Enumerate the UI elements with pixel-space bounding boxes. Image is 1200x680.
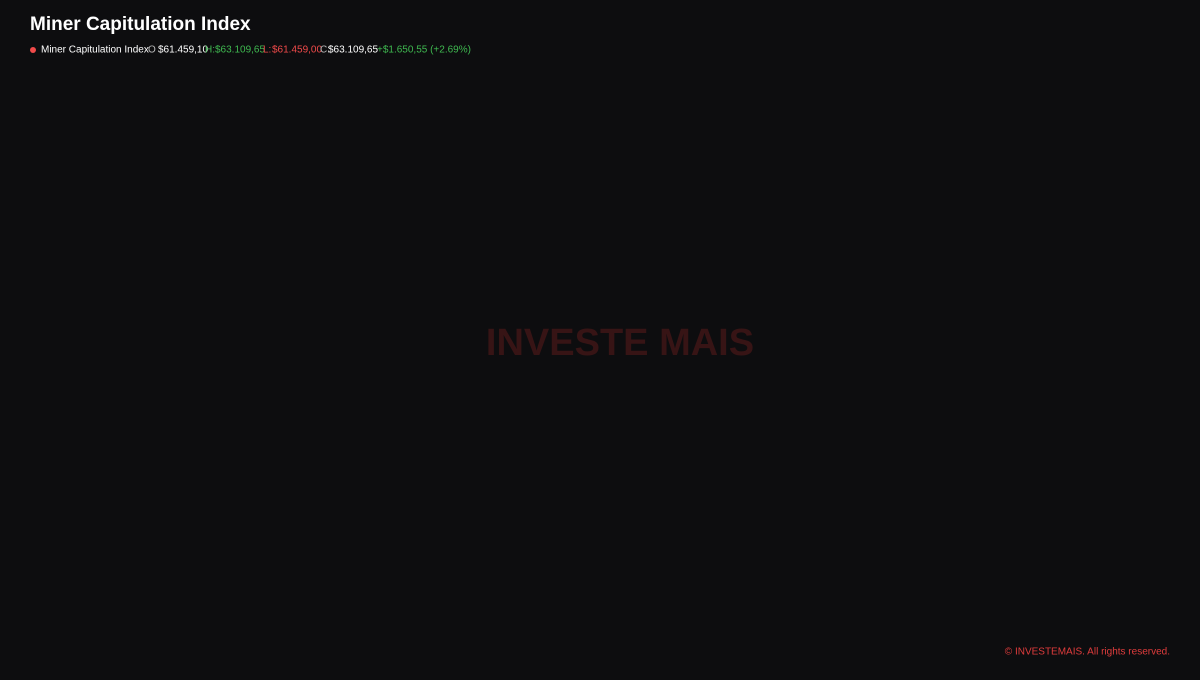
legend-value: $63.109,65 — [328, 45, 378, 56]
legend-key: C: — [320, 45, 330, 56]
legend-name: Miner Capitulation Index — [41, 45, 149, 56]
legend: Miner Capitulation Index O $61.459,10 H:… — [30, 45, 471, 56]
legend-value: $61.459,00 — [272, 45, 322, 56]
footer: © INVESTEMAIS. All rights reserved. — [1005, 647, 1170, 658]
legend-key: H: — [205, 45, 215, 56]
legend-key: L: — [263, 45, 271, 56]
chart-title: Miner Capitulation Index — [30, 14, 251, 35]
legend-key: O — [148, 45, 156, 56]
watermark: INVESTE MAIS — [486, 322, 754, 364]
legend-dot — [30, 47, 36, 53]
legend-value: $63.109,65 — [215, 45, 265, 56]
legend-value: $61.459,10 — [158, 45, 208, 56]
legend-change: +$1.650,55 (+2.69%) — [377, 45, 471, 56]
